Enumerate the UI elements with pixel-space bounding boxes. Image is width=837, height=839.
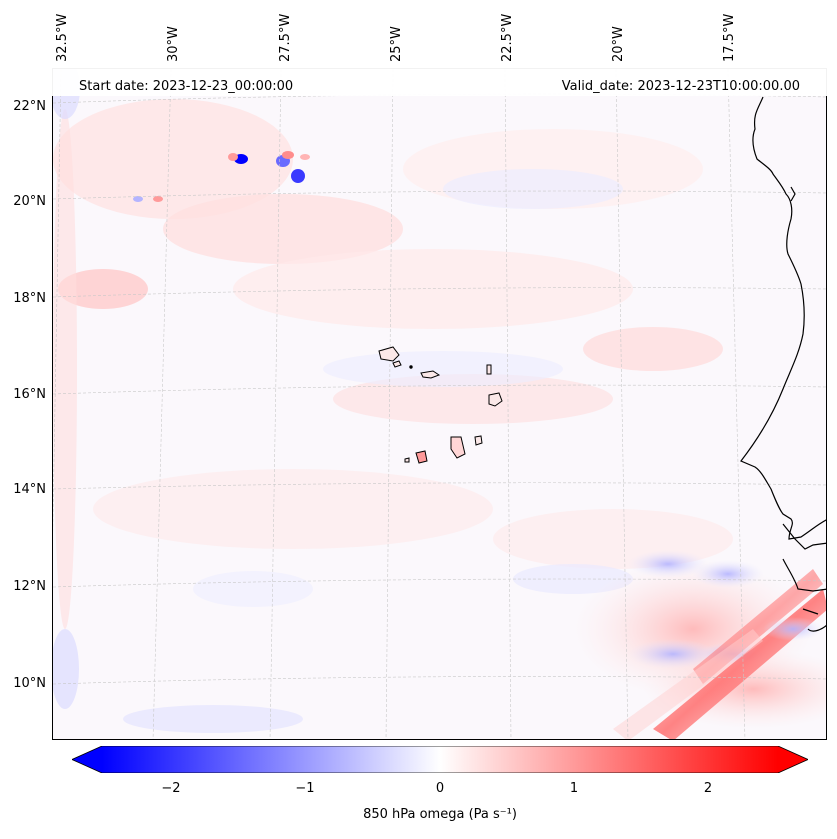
colorbar-label: 850 hPa omega (Pa s⁻¹) [363, 807, 517, 822]
lon-label-32.5w: 32.5°W [55, 13, 70, 62]
lat-label-16n: 16°N [13, 387, 46, 402]
island-fogo [415, 450, 428, 464]
date-header: Start date: 2023-12-23_00:00:00 Valid_da… [52, 68, 827, 96]
island-sao-vicente [392, 360, 402, 368]
colorbar-tick-1: 1 [569, 781, 579, 796]
colorbar-extend-max [778, 746, 808, 773]
omega-field-map [53, 69, 826, 739]
island-santiago [450, 436, 466, 459]
valid-date-label: Valid_date: 2023-12-23T10:00:00.00 [561, 79, 800, 94]
cape-verde-islands [378, 346, 503, 464]
lon-label-25w: 25°W [389, 26, 404, 62]
lon-label-22.5w: 22.5°W [500, 13, 515, 62]
lon-label-20w: 20°W [611, 26, 626, 62]
lat-label-18n: 18°N [13, 291, 46, 306]
colorbar-tick-2: 2 [703, 781, 713, 796]
island-brava [404, 457, 410, 463]
map-panel [52, 68, 827, 740]
lat-label-20n: 20°N [13, 194, 46, 209]
lon-label-30w: 30°W [166, 26, 181, 62]
island-santo-antao [378, 346, 400, 362]
colorbar-tick-neg2: −2 [161, 781, 181, 796]
colorbar-extend-min [72, 746, 102, 773]
island-sal [486, 364, 492, 375]
lat-label-12n: 12°N [13, 579, 46, 594]
graticule [53, 69, 826, 739]
colorbar-body [102, 746, 778, 773]
colorbar [72, 746, 808, 773]
coastlines [740, 96, 826, 632]
africa-coastline [740, 96, 826, 540]
start-date-label: Start date: 2023-12-23_00:00:00 [79, 79, 294, 94]
lat-label-10n: 10°N [13, 676, 46, 691]
island-maio [474, 435, 483, 446]
lon-label-27.5w: 27.5°W [278, 13, 293, 62]
senegal-gambia-coast [782, 523, 826, 632]
lat-label-22n: 22°N [13, 99, 46, 114]
lon-label-17.5w: 17.5°W [722, 13, 737, 62]
island-sao-nicolau [420, 370, 441, 379]
colorbar-tick-0: 0 [435, 781, 445, 796]
island-boa-vista [488, 392, 503, 407]
omega-contour-field [53, 69, 826, 739]
colorbar-tick-neg1: −1 [295, 781, 315, 796]
lat-label-14n: 14°N [13, 482, 46, 497]
